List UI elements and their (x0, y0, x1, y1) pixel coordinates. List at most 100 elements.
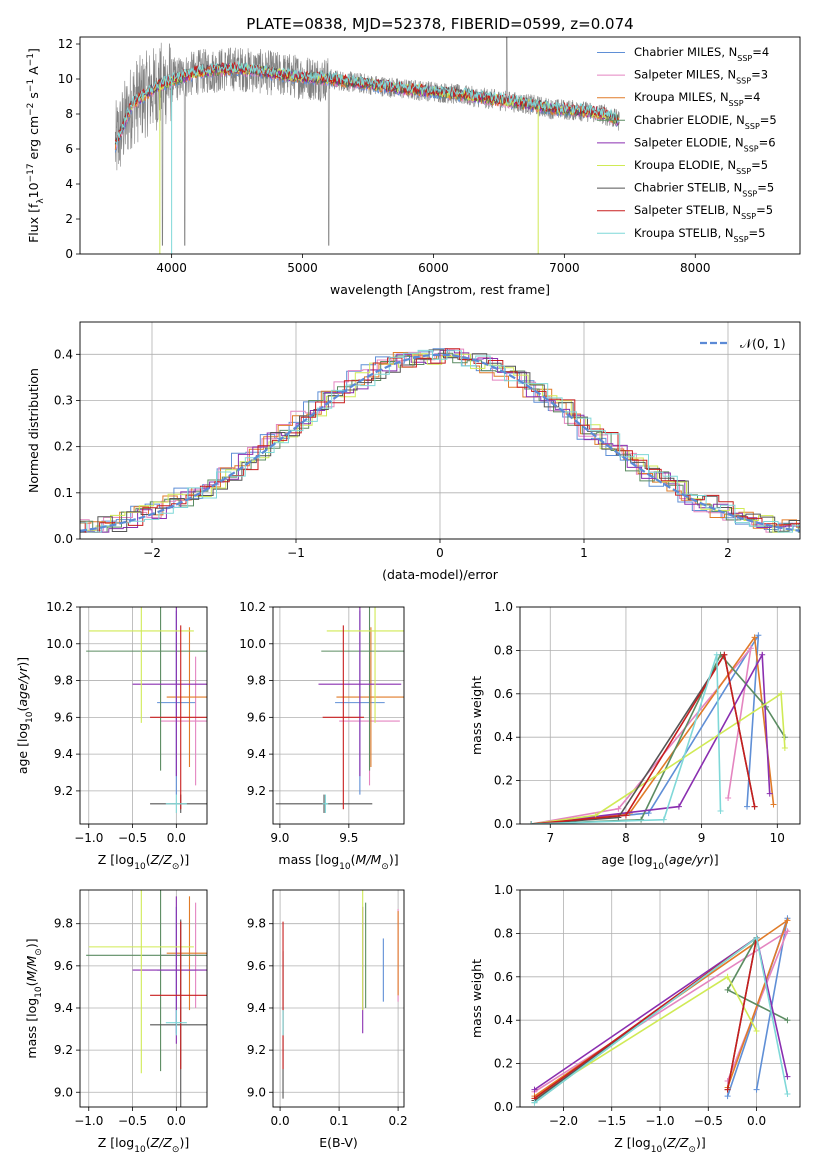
y-tick-label: 0.0 (54, 532, 73, 546)
label-part: λ (36, 198, 46, 204)
y-axis-label: mass [log10(M/M⊙)] (24, 938, 44, 1058)
plot-area (86, 890, 207, 1107)
legend-sub: SSP (741, 212, 756, 221)
x-axis-label: E(B-V) (319, 1135, 358, 1150)
y-tick-label: 0.2 (54, 440, 73, 454)
weight-marker-kroupa_elodie (724, 973, 731, 980)
legend-entry: Kroupa MILES, NSSP=4 (634, 90, 760, 108)
label-part: ( (351, 852, 356, 867)
legend-text: =5 (756, 203, 773, 217)
label-part: Z [log (614, 1135, 650, 1150)
y-tick-label: 0.2 (494, 1057, 513, 1071)
legend-sub: SSP (737, 54, 752, 63)
x-axis-label: Z [log10(Z/Z⊙)] (98, 1135, 189, 1155)
x-tick-label: 7 (546, 831, 554, 845)
weight-marker-chabrier_elodie (784, 1017, 791, 1024)
x-tick-label: 8 (622, 831, 630, 845)
label-part: ⊙ (688, 1145, 696, 1155)
label-part: mass [log (278, 852, 339, 867)
y-tick-label: 8 (65, 107, 73, 121)
axes-frame (79, 889, 208, 1108)
label-part: erg cm (26, 116, 41, 164)
weight-marker-salpeter_elodie (759, 651, 766, 658)
y-tick-label: 9.0 (54, 1085, 73, 1099)
spectrum-axes: 4000 5000 6000 7000 8000 0 2 4 6 8 10 12 wavelength … (26, 36, 801, 297)
model-spectrum-salpeter_stelib (114, 62, 620, 144)
weight-marker-kroupa_stelib (784, 1090, 791, 1097)
y-axis-label: age [log10(age/yr)] (15, 657, 35, 774)
axes-frame (79, 321, 801, 540)
y-tick-label: 9.6 (247, 710, 266, 724)
x-tick-label: 2 (724, 546, 732, 560)
y-tick-label: 12 (58, 37, 73, 51)
weight-marker-kroupa_elodie (778, 690, 785, 697)
weight-marker-chabrier_miles (645, 810, 652, 817)
plot-area (86, 607, 207, 813)
mass-vs-ebv-axes: 0.0 0.1 0.2 9.0 9.2 9.4 9.6 9.8 E(B-V) (247, 889, 408, 1150)
legend-entry: Kroupa STELIB, NSSP=5 (634, 226, 765, 244)
x-axis-label: wavelength [Angstrom, rest frame] (330, 282, 550, 297)
y-axis-label: Flux [fλ10−17 erg cm−2 s−1 A−1] (26, 48, 46, 243)
label-part: 10 (653, 862, 665, 872)
label-part: ( (15, 707, 30, 712)
weight-marker-kroupa_stelib (660, 816, 667, 823)
weight-line-chabrier_stelib (531, 652, 756, 824)
axes-frame (79, 36, 801, 255)
y-tick-label: 1.0 (494, 883, 513, 897)
weight-marker-chabrier_elodie (762, 703, 769, 710)
weight-marker-salpeter_miles (747, 645, 754, 652)
legend-text: =5 (749, 226, 766, 240)
axes-frame (272, 606, 405, 825)
legend-entry: Salpeter MILES, NSSP=3 (634, 68, 768, 86)
residuals-axes: −2 −1 0 1 2 0.0 0.1 0.2 0.3 0.4 (data-model)/error… (26, 321, 801, 582)
observed-spectrum (115, 37, 620, 246)
legend-text: Chabrier MILES, N (634, 45, 737, 59)
weight-vs-z-axes: −2.0 −1.5 −1.0 −0.5 0.0 0.0 0.2 0.4 0.6 0.8 1.0 Z [… (469, 883, 801, 1155)
y-tick-label: 0.6 (494, 970, 513, 984)
y-tick-label: 0.4 (494, 730, 513, 744)
model-spectrum-kroupa_stelib (115, 61, 620, 146)
y-tick-label: 9.8 (54, 917, 73, 931)
x-axis-label: mass [log10(M/M⊙)] (278, 852, 398, 872)
label-part: −1 (26, 79, 36, 92)
weight-marker-kroupa_miles (751, 634, 758, 641)
label-part: )] (696, 1135, 706, 1150)
axes-frame (272, 889, 405, 1108)
y-tick-label: 9.0 (247, 1085, 266, 1099)
legend-entry: Salpeter STELIB, NSSP=5 (634, 203, 773, 221)
label-part: 10 (25, 711, 35, 723)
x-tick-label: 9.5 (339, 831, 358, 845)
y-axis-label: mass weight (469, 676, 484, 755)
weight-marker-chabrier_miles (755, 632, 762, 639)
legend-entry: Chabrier MILES, NSSP=4 (634, 45, 769, 63)
x-tick-label: 0.2 (389, 1114, 408, 1128)
y-axis-label: Normed distribution (26, 368, 41, 493)
y-tick-label: 6 (65, 142, 73, 156)
y-tick-label: 9.8 (247, 674, 266, 688)
plot-area (80, 348, 800, 533)
histogram-salpeter_elodie (80, 349, 800, 533)
label-part: Z [log (98, 1135, 134, 1150)
weight-line-kroupa_elodie (531, 692, 786, 824)
weight-line-kroupa_stelib (531, 654, 722, 824)
label-part: ( (24, 981, 39, 986)
label-part: Z [log (98, 852, 134, 867)
y-tick-label: 10.2 (239, 600, 266, 614)
legend-text: Salpeter ELODIE, N (634, 135, 744, 149)
x-tick-label: 0.0 (167, 1114, 186, 1128)
y-tick-label: 9.4 (247, 747, 266, 761)
label-part: ( (146, 852, 151, 867)
legend-sub: SSP (729, 99, 744, 108)
x-tick-label: 5000 (287, 261, 318, 275)
weight-marker-kroupa_stelib (753, 934, 760, 941)
x-tick-label: 4000 (156, 261, 187, 275)
weight-marker-salpeter_stelib (724, 1086, 731, 1093)
label-part: −2 (26, 103, 36, 116)
weight-marker-salpeter_miles (784, 928, 791, 935)
label-part: 10 (134, 1145, 146, 1155)
legend-sub: SSP (736, 167, 751, 176)
histogram-kroupa_miles (80, 352, 800, 529)
histogram-chabrier_elodie (80, 352, 800, 533)
label-part: Flux [f (26, 203, 41, 243)
